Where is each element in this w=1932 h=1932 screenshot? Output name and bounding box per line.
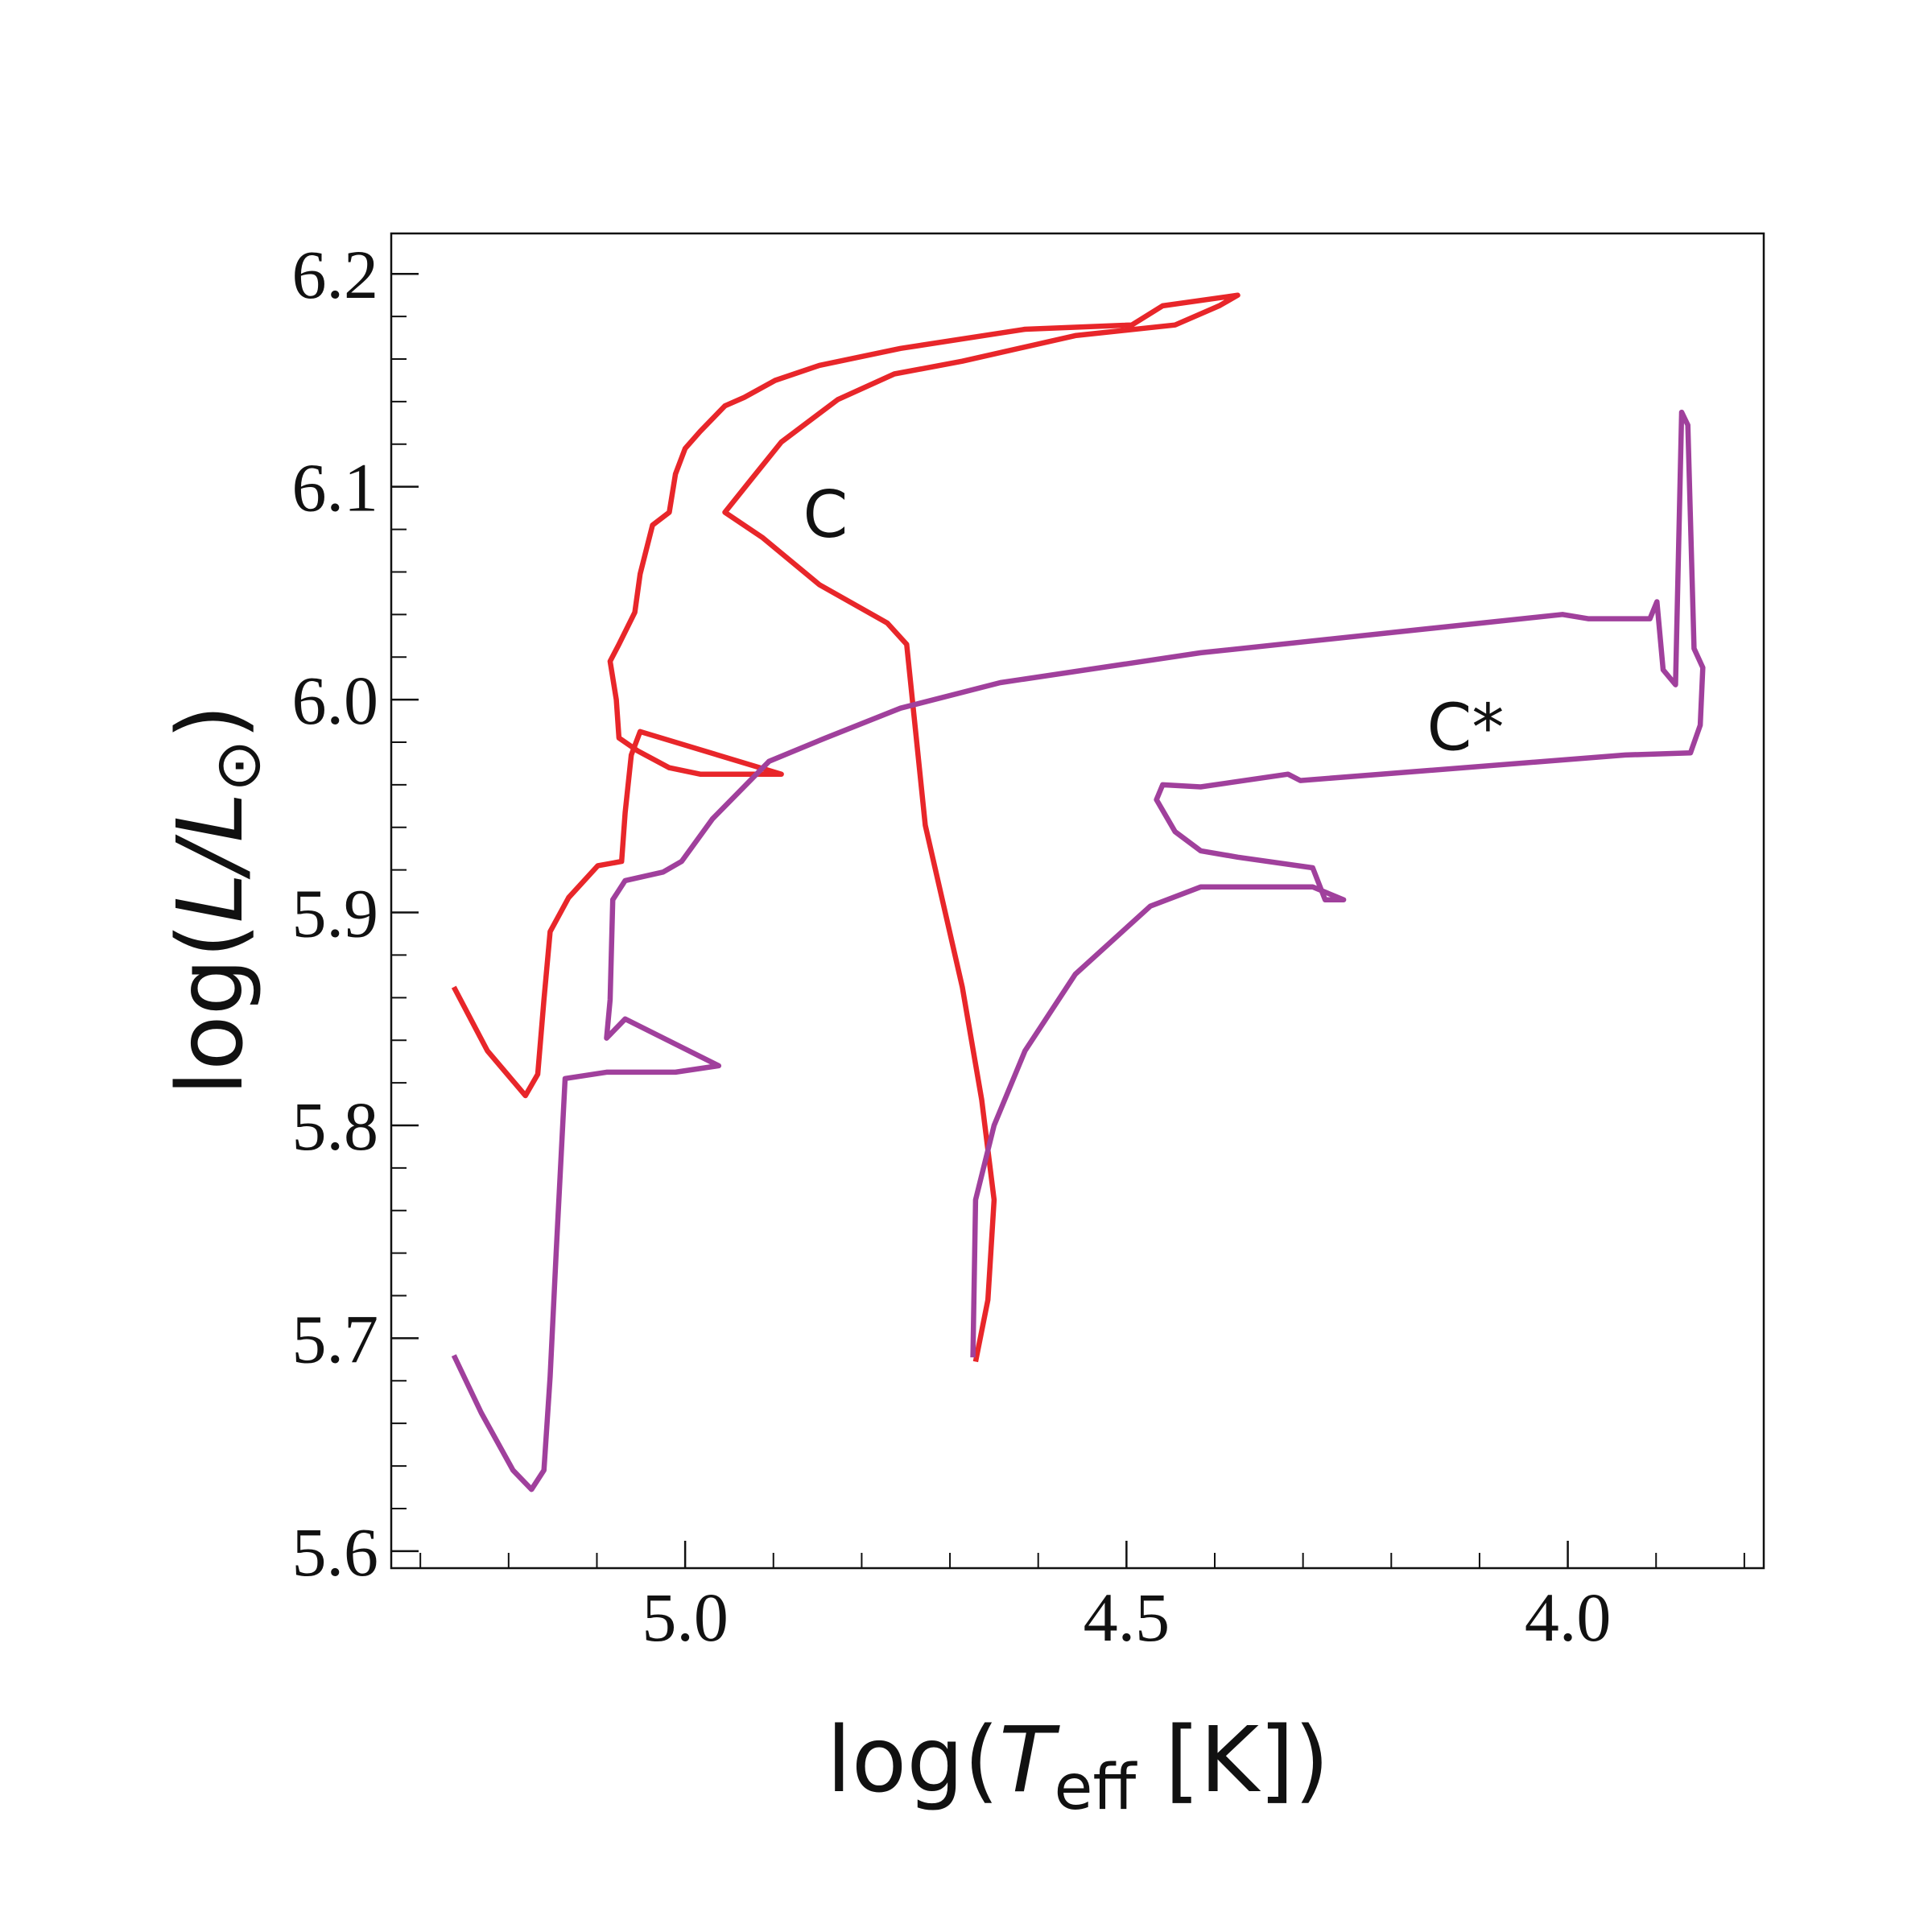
y-label-part: ⊙: [202, 740, 275, 792]
y-label-part: L: [159, 873, 263, 923]
plot-frame: [390, 232, 1765, 1570]
track-line: [451, 409, 1706, 1492]
track-line: [451, 292, 1241, 1363]
x-label-part: eff: [1054, 1752, 1137, 1824]
x-tick-label: 5.0: [642, 1579, 729, 1656]
x-label-part: [K]): [1136, 1708, 1329, 1813]
y-tick-label: 6.2: [292, 236, 379, 313]
y-label-part: log(: [159, 923, 263, 1096]
y-tick-label: 5.7: [292, 1300, 379, 1377]
y-label-part: ): [159, 704, 263, 740]
x-axis-label: log(Teff [K]): [827, 1708, 1330, 1824]
annotation: C: [803, 477, 848, 552]
y-tick-label: 6.1: [292, 449, 379, 526]
x-tick-label: 4.5: [1084, 1579, 1170, 1656]
x-tick-label: 4.0: [1525, 1579, 1612, 1656]
y-tick-label: 5.8: [292, 1088, 379, 1165]
annotation: C*: [1426, 690, 1504, 765]
y-label-part: L: [159, 792, 263, 842]
x-label-part: T: [999, 1708, 1060, 1813]
y-axis-label: log(L/L⊙): [159, 704, 275, 1096]
y-tick-label: 6.0: [292, 662, 379, 739]
y-tick-label: 5.6: [292, 1513, 379, 1591]
x-label-part: log(: [827, 1708, 999, 1813]
y-tick-label: 5.9: [292, 875, 379, 952]
